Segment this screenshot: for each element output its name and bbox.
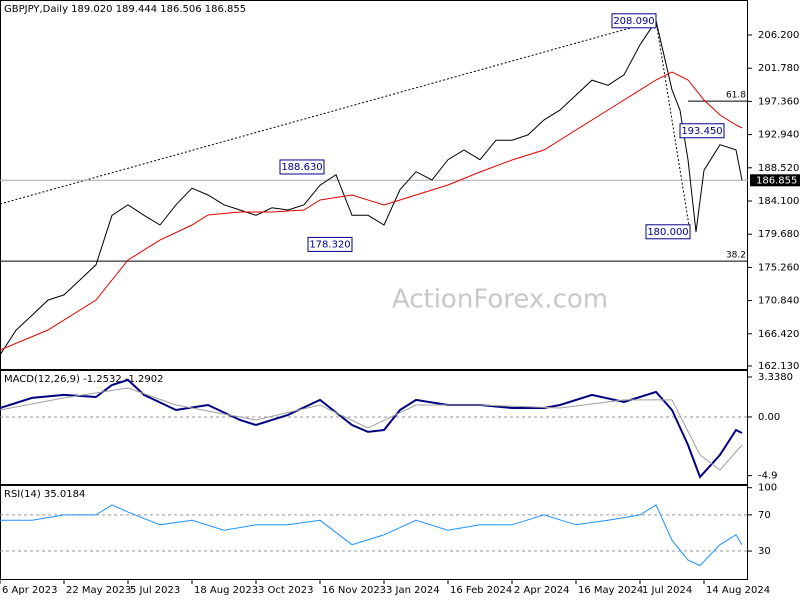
y-tick-label: 175.260: [758, 262, 799, 273]
x-tick-label: 6 Apr 2023: [2, 585, 57, 596]
watermark: ActionForex.com: [392, 285, 608, 315]
fib-label: 61.8: [726, 91, 746, 101]
y-tick-label: 166.420: [758, 329, 799, 340]
y-tick-label: 3.3380: [758, 372, 793, 383]
x-tick-label: 18 Aug 2023: [194, 585, 258, 596]
x-tick-label: 16 Nov 2023: [322, 585, 386, 596]
y-tick-label: 100: [758, 483, 777, 494]
x-tick-label: 1 Jul 2024: [642, 585, 692, 596]
x-tick-label: 5 Jul 2023: [130, 585, 180, 596]
y-tick-label: 201.780: [758, 63, 799, 74]
annotation-label: 193.450: [681, 126, 722, 137]
annotation-box: [645, 224, 691, 240]
panel-frame: [0, 0, 748, 370]
y-tick-label: 162.130: [758, 361, 799, 372]
trendline: [0, 20, 657, 205]
panel-frame: [0, 485, 748, 580]
y-tick-label: -4.9: [758, 471, 778, 482]
annotation-box: [279, 159, 325, 175]
x-tick-label: 2 Apr 2024: [514, 585, 569, 596]
y-tick-label: 197.360: [758, 96, 799, 107]
annotation-box: [679, 123, 725, 139]
y-tick-label: 70: [758, 510, 771, 521]
x-tick-label: 3 Jan 2024: [386, 585, 440, 596]
y-tick-label: 192.940: [758, 130, 799, 141]
price-label: 186.855: [756, 175, 797, 186]
annotation-box: [307, 236, 353, 252]
x-tick-label: 14 Aug 2024: [706, 585, 770, 596]
series-line: [0, 387, 743, 471]
annotation-label: 180.000: [647, 227, 688, 238]
series-line: [0, 71, 743, 351]
y-tick-label: 188.520: [758, 163, 799, 174]
annotation-label: 178.320: [309, 239, 350, 250]
panel-frame: [0, 370, 748, 485]
fib-label: 38.2: [726, 251, 746, 261]
series-line: [0, 504, 743, 567]
annotation-box: [611, 13, 657, 29]
price-box: [750, 174, 800, 187]
panel-title: RSI(14) 35.0184: [4, 489, 85, 500]
series-line: [0, 378, 743, 479]
y-tick-label: 179.680: [758, 229, 799, 240]
annotation-label: 208.090: [613, 16, 654, 27]
panel-title: MACD(12,26,9) -1.2532 -1.2902: [4, 374, 164, 385]
y-tick-label: 170.840: [758, 296, 799, 307]
x-tick-label: 22 May 2023: [66, 585, 131, 596]
x-tick-label: 16 May 2024: [578, 585, 643, 596]
x-tick-label: 3 Oct 2023: [258, 585, 313, 596]
y-tick-label: 184.100: [758, 196, 799, 207]
annotation-label: 188.630: [281, 162, 322, 173]
y-tick-label: 206.200: [758, 30, 799, 41]
y-tick-label: 30: [758, 546, 771, 557]
x-tick-label: 16 Feb 2024: [450, 585, 512, 596]
y-tick-label: 0.00: [758, 412, 780, 423]
panel-title: GBPJPY,Daily 189.020 189.444 186.506 186…: [4, 4, 246, 15]
